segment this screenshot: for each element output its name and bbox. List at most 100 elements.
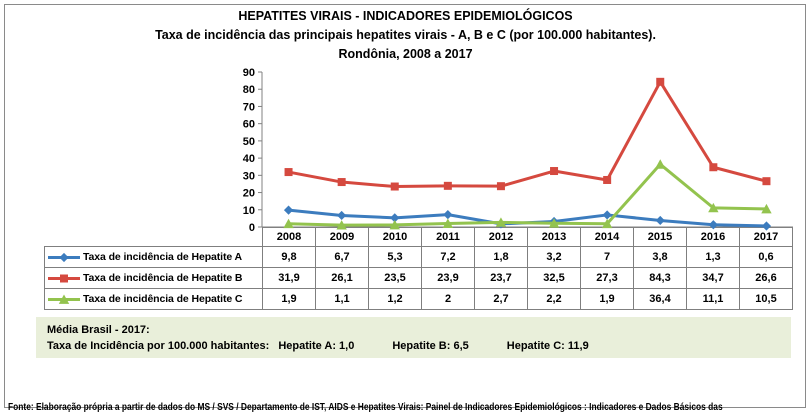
series-marker-taxa-de-incid-ncia-de-hepatite-a — [337, 210, 347, 221]
series-marker-taxa-de-incid-ncia-de-hepatite-c — [336, 220, 347, 230]
series-marker-taxa-de-incid-ncia-de-hepatite-c — [601, 218, 613, 229]
series-marker-taxa-de-incid-ncia-de-hepatite-c — [655, 159, 666, 169]
chart-subtitle-region: Rondônia, 2008 a 2017 — [338, 47, 473, 61]
line-chart: 0 10 20 30 40 50 60 70 80 90 — [243, 67, 793, 234]
series-marker-taxa-de-incid-ncia-de-hepatite-a — [655, 215, 665, 226]
y-tick-label: 30 — [243, 170, 255, 182]
series-marker-taxa-de-incid-ncia-de-hepatite-a — [708, 220, 718, 230]
value-cell: 10,5 — [739, 288, 793, 310]
value-cell: 7 — [580, 246, 634, 268]
y-tick-label: 40 — [243, 153, 255, 165]
series-marker-taxa-de-incid-ncia-de-hepatite-a — [390, 213, 400, 223]
legend-cell: Taxa de incidência de Hepatite C — [44, 288, 263, 310]
value-cell: 23,7 — [474, 267, 528, 289]
value-cell: 3,8 — [633, 246, 687, 268]
series-marker-taxa-de-incid-ncia-de-hepatite-c — [389, 219, 400, 230]
y-tick-label: 70 — [243, 101, 255, 113]
series-line-taxa-de-incid-ncia-de-hepatite-b — [287, 80, 768, 189]
value-cell: 1,2 — [368, 288, 422, 310]
media-brasil-values: Taxa de Incidência por 100.000 habitante… — [47, 338, 791, 354]
y-tick-label: 80 — [243, 84, 255, 96]
series-marker-taxa-de-incid-ncia-de-hepatite-c — [761, 203, 772, 214]
series-line-taxa-de-incid-ncia-de-hepatite-c — [287, 162, 768, 227]
series-marker-taxa-de-incid-ncia-de-hepatite-b — [709, 163, 718, 172]
series-marker-taxa-de-incid-ncia-de-hepatite-b — [443, 181, 452, 190]
table-row-taxa-de-incid-ncia-de-hepatite-c: Taxa de incidência de Hepatite C 1,9 1,1 1,… — [44, 288, 793, 310]
series-marker-taxa-de-incid-ncia-de-hepatite-b — [656, 77, 665, 86]
value-cell: 11,1 — [686, 288, 740, 310]
value-cell: 6,7 — [315, 246, 369, 268]
value-cell: 7,2 — [421, 246, 475, 268]
y-tick-label: 10 — [243, 205, 255, 217]
value-cell: 26,6 — [739, 267, 793, 289]
series-marker-taxa-de-incid-ncia-de-hepatite-c — [442, 218, 454, 228]
title-block: HEPATITES VIRAIS - INDICADORES EPIDEMIOL… — [8, 7, 803, 64]
legend-label: Taxa de incidência de Hepatite C — [83, 293, 243, 305]
media-brasil-box: Média Brasil - 2017: Taxa de Incidência … — [36, 317, 791, 358]
value-cell: 23,9 — [421, 267, 475, 289]
series-marker-taxa-de-incid-ncia-de-hepatite-b — [337, 178, 346, 187]
value-cell: 5,3 — [368, 246, 422, 268]
value-cell: 2 — [421, 288, 475, 310]
value-cell: 1,1 — [315, 288, 369, 310]
media-brasil-heading: Média Brasil - 2017: — [47, 324, 150, 336]
value-cell: 1,8 — [474, 246, 528, 268]
series-marker-taxa-de-incid-ncia-de-hepatite-b — [550, 167, 559, 176]
value-cell: 1,3 — [686, 246, 740, 268]
series-marker-taxa-de-incid-ncia-de-hepatite-a — [443, 210, 453, 220]
value-cell: 9,8 — [262, 246, 316, 268]
value-cell: 1,9 — [580, 288, 634, 310]
series-marker-taxa-de-incid-ncia-de-hepatite-a — [283, 205, 294, 215]
legend-marker — [59, 252, 69, 262]
legend-line-icon-taxa-de-incid-ncia-de-hepatite-b — [48, 274, 80, 283]
source-note: Fonte: Elaboração própria a partir de da… — [8, 370, 811, 412]
y-tick-label: 0 — [249, 222, 255, 234]
media-brasil-hepatite-b: Hepatite B: 6,5 — [392, 340, 469, 352]
legend-label: Taxa de incidência de Hepatite A — [83, 251, 243, 263]
series-marker-taxa-de-incid-ncia-de-hepatite-b — [284, 168, 293, 177]
media-brasil-hepatite-a: Hepatite A: 1,0 — [278, 340, 355, 352]
series-marker-taxa-de-incid-ncia-de-hepatite-c — [495, 217, 507, 227]
series-marker-taxa-de-incid-ncia-de-hepatite-c — [548, 218, 560, 228]
series-marker-taxa-de-incid-ncia-de-hepatite-c — [283, 218, 294, 229]
value-cell: 34,7 — [686, 267, 740, 289]
legend-label: Taxa de incidência de Hepatite B — [83, 272, 243, 284]
value-cell: 31,9 — [262, 267, 316, 289]
chart-title: HEPATITES VIRAIS - INDICADORES EPIDEMIOL… — [238, 9, 573, 23]
table-row-taxa-de-incid-ncia-de-hepatite-a: Taxa de incidência de Hepatite A 9,8 6,7 5,… — [44, 246, 793, 268]
value-cell: 32,5 — [527, 267, 581, 289]
chart-subtitle: Taxa de incidência das principais hepati… — [155, 28, 656, 42]
source-line1: Fonte: Elaboração própria a partir de da… — [8, 402, 723, 412]
value-cell: 23,5 — [368, 267, 422, 289]
value-cell: 3,2 — [527, 246, 581, 268]
value-cell: 27,3 — [580, 267, 634, 289]
value-cell: 36,4 — [633, 288, 687, 310]
legend-cell: Taxa de incidência de Hepatite B — [44, 267, 263, 289]
series-marker-taxa-de-incid-ncia-de-hepatite-a — [602, 210, 612, 220]
media-brasil-hepatite-c: Hepatite C: 11,9 — [506, 340, 589, 352]
y-tick-label: 90 — [243, 67, 255, 79]
value-cell: 1,9 — [262, 288, 316, 310]
series-marker-taxa-de-incid-ncia-de-hepatite-b — [496, 182, 505, 191]
legend-marker — [60, 274, 68, 283]
media-brasil-prefix: Taxa de Incidência por 100.000 habitante… — [47, 340, 270, 352]
series-marker-taxa-de-incid-ncia-de-hepatite-b — [762, 177, 771, 186]
table-row-taxa-de-incid-ncia-de-hepatite-b: Taxa de incidência de Hepatite B 31,9 26,1… — [44, 267, 793, 289]
y-tick-label: 20 — [243, 188, 255, 200]
legend-line-icon-taxa-de-incid-ncia-de-hepatite-c — [48, 294, 80, 304]
value-cell: 2,2 — [527, 288, 581, 310]
series-marker-taxa-de-incid-ncia-de-hepatite-b — [390, 182, 399, 191]
year-header-row: 2008 2009 2010 2011 2012 2013 2014 2015 2016 2017 — [45, 227, 793, 247]
value-cell: 0,6 — [739, 246, 793, 268]
value-cell: 26,1 — [315, 267, 369, 289]
data-table: 2008 2009 2010 2011 2012 2013 2014 2015 2016 2017… — [44, 227, 793, 310]
y-tick-label: 50 — [243, 136, 255, 148]
value-cell: 2,7 — [474, 288, 528, 310]
series-marker-taxa-de-incid-ncia-de-hepatite-c — [708, 202, 719, 213]
series-marker-taxa-de-incid-ncia-de-hepatite-a — [761, 221, 772, 231]
series-marker-taxa-de-incid-ncia-de-hepatite-b — [603, 175, 612, 184]
y-tick-label: 60 — [243, 119, 255, 131]
value-cell: 84,3 — [633, 267, 687, 289]
legend-marker — [58, 294, 70, 304]
